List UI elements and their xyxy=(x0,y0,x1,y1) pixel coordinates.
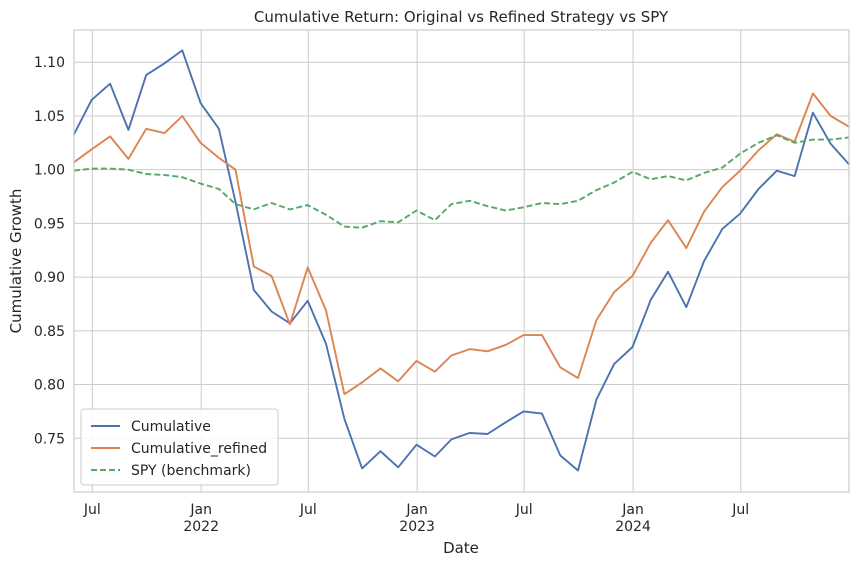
x-axis-label: Date xyxy=(443,539,479,557)
y-tick-label: 1.05 xyxy=(34,109,65,125)
y-tick-label: 0.95 xyxy=(34,216,65,232)
x-tick-label: Jul xyxy=(299,502,317,518)
series-lines xyxy=(73,49,850,472)
series-line-1 xyxy=(73,92,850,396)
x-tick-year-label: 2023 xyxy=(399,519,435,535)
y-tick-label: 0.80 xyxy=(34,378,65,394)
series-line-0 xyxy=(73,49,850,472)
x-tick-year-label: 2024 xyxy=(615,519,651,535)
x-tick-year-label: 2022 xyxy=(183,519,219,535)
x-tick-label: Jan xyxy=(189,502,212,518)
legend-label-cumulative-refined: Cumulative_refined xyxy=(131,441,267,457)
x-tick-label: Jul xyxy=(515,502,533,518)
x-tick-label: Jul xyxy=(83,502,101,518)
legend-label-spy: SPY (benchmark) xyxy=(131,463,251,479)
grid xyxy=(74,30,849,492)
plot-frame xyxy=(73,29,850,493)
y-tick-label: 1.10 xyxy=(34,55,65,71)
y-tick-label: 0.85 xyxy=(34,324,65,340)
y-axis-label: Cumulative Growth xyxy=(7,189,25,334)
y-tick-label: 0.90 xyxy=(34,270,65,286)
chart-title: Cumulative Return: Original vs Refined S… xyxy=(254,8,669,26)
y-tick-label: 1.00 xyxy=(34,163,65,179)
x-tick-label: Jan xyxy=(621,502,644,518)
y-tick-label: 0.75 xyxy=(34,431,65,447)
x-tick-label: Jul xyxy=(731,502,749,518)
legend-box xyxy=(80,408,279,486)
legend-label-cumulative: Cumulative xyxy=(131,419,211,435)
y-axis-ticks: 0.75 0.80 0.85 0.90 0.95 1.00 1.05 1.10 xyxy=(34,55,65,447)
series-line-2 xyxy=(73,134,850,229)
legend: Cumulative Cumulative_refined SPY (bench… xyxy=(80,408,279,486)
x-tick-label: Jan xyxy=(405,502,428,518)
